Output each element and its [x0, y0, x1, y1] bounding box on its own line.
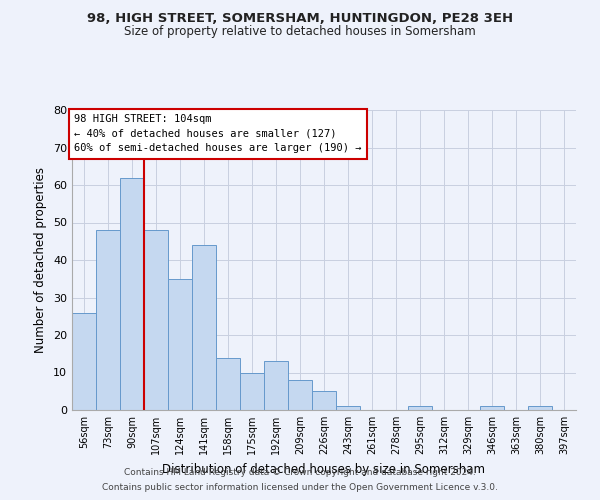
- X-axis label: Distribution of detached houses by size in Somersham: Distribution of detached houses by size …: [163, 462, 485, 475]
- Bar: [480, 406, 504, 410]
- Bar: [408, 406, 432, 410]
- Bar: [288, 380, 312, 410]
- Bar: [120, 178, 144, 410]
- Bar: [312, 391, 336, 410]
- Text: Contains public sector information licensed under the Open Government Licence v.: Contains public sector information licen…: [102, 483, 498, 492]
- Bar: [96, 230, 120, 410]
- Bar: [216, 358, 240, 410]
- Bar: [336, 406, 360, 410]
- Bar: [264, 361, 288, 410]
- Bar: [72, 312, 96, 410]
- Bar: [168, 279, 192, 410]
- Bar: [144, 230, 168, 410]
- Text: Contains HM Land Registry data © Crown copyright and database right 2024.: Contains HM Land Registry data © Crown c…: [124, 468, 476, 477]
- Bar: [192, 245, 216, 410]
- Bar: [240, 372, 264, 410]
- Y-axis label: Number of detached properties: Number of detached properties: [34, 167, 47, 353]
- Text: 98, HIGH STREET, SOMERSHAM, HUNTINGDON, PE28 3EH: 98, HIGH STREET, SOMERSHAM, HUNTINGDON, …: [87, 12, 513, 26]
- Text: 98 HIGH STREET: 104sqm
← 40% of detached houses are smaller (127)
60% of semi-de: 98 HIGH STREET: 104sqm ← 40% of detached…: [74, 114, 362, 154]
- Text: Size of property relative to detached houses in Somersham: Size of property relative to detached ho…: [124, 25, 476, 38]
- Bar: [528, 406, 552, 410]
